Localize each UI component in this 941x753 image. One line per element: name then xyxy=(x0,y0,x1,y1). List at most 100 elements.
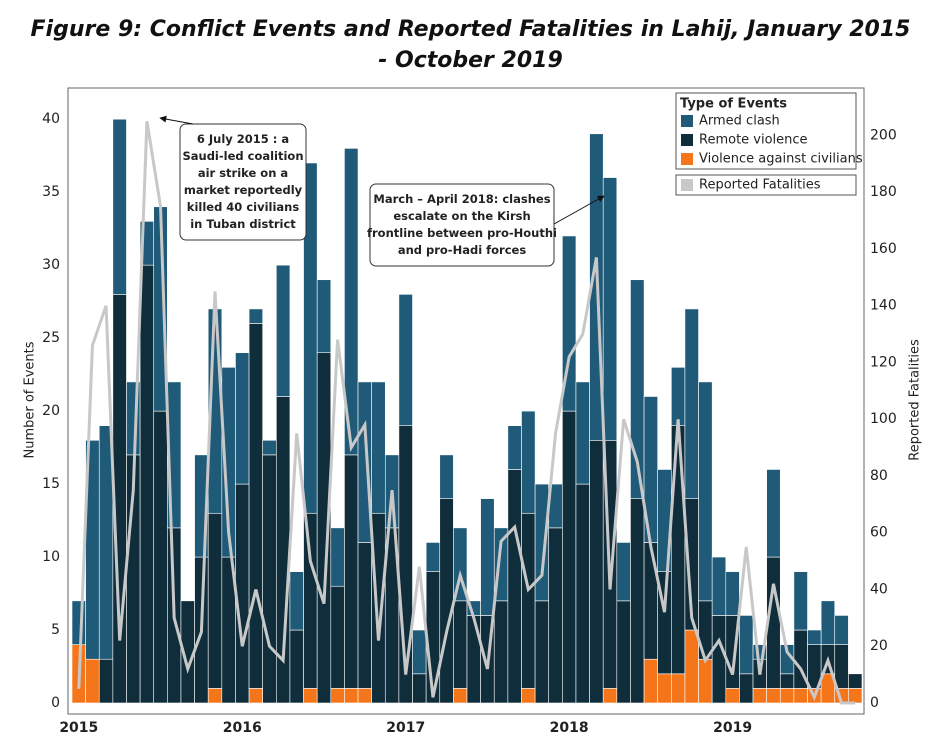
legend-label: Remote violence xyxy=(699,133,808,148)
bar-segment xyxy=(344,688,359,704)
bar-segment xyxy=(575,483,590,704)
y2-tick-label: 180 xyxy=(870,184,897,200)
bar-segment xyxy=(521,688,536,704)
bar-segment xyxy=(262,454,277,704)
legend-label: Armed clash xyxy=(699,114,780,129)
bar-segment xyxy=(439,454,454,499)
bar-segment xyxy=(207,688,223,704)
y-tick-label: 0 xyxy=(51,695,60,711)
bar-segment xyxy=(766,688,781,704)
annotation-text: frontline between pro-Houthi xyxy=(367,226,557,240)
bar-segment xyxy=(534,600,550,704)
x-tick-label: 2016 xyxy=(223,720,262,736)
bar-segment xyxy=(575,381,590,485)
bar-segment xyxy=(766,469,781,558)
bar-segment xyxy=(711,556,727,616)
bar-segment xyxy=(630,279,645,499)
annotation-box xyxy=(369,183,555,267)
bar-segment xyxy=(698,658,713,704)
y-tick-label: 15 xyxy=(42,476,60,492)
y2-axis-label: Reported Fatalities xyxy=(908,339,923,461)
legend-swatch xyxy=(681,153,693,165)
bar-segment xyxy=(248,308,263,324)
y2-tick-label: 100 xyxy=(870,411,897,427)
bar-segment xyxy=(248,688,263,704)
legend-label: Reported Fatalities xyxy=(699,178,821,193)
y-tick-label: 10 xyxy=(42,549,60,565)
legend-label: Violence against civilians xyxy=(699,152,863,167)
bar-segment xyxy=(303,512,318,689)
bar-segment xyxy=(616,542,631,602)
bar-segment xyxy=(752,688,767,704)
legend-swatch xyxy=(681,115,693,127)
bar-segment xyxy=(698,600,713,660)
bar-segment xyxy=(562,235,577,412)
bar-segment xyxy=(330,688,345,704)
y-tick-label: 35 xyxy=(42,184,60,200)
annotation-box xyxy=(179,123,307,241)
plot-frame xyxy=(67,87,865,715)
bar-segment xyxy=(357,688,372,704)
bar-segment xyxy=(289,629,304,704)
bar-segment xyxy=(412,629,427,675)
annotation-text: air strike on a xyxy=(198,166,288,180)
annotation-text: 6 July 2015 : a xyxy=(197,132,289,146)
annotation-arrow xyxy=(159,115,194,125)
y-tick-label: 40 xyxy=(42,111,60,127)
y2-tick-label: 160 xyxy=(870,241,897,257)
bar-segment xyxy=(548,527,563,704)
bar-segment xyxy=(153,410,168,704)
bar-segment xyxy=(602,177,618,441)
bar-segment xyxy=(398,294,413,426)
bar-segment xyxy=(425,542,441,572)
y2-tick-label: 200 xyxy=(870,127,897,143)
bar-segment xyxy=(711,615,727,704)
y2-tick-label: 40 xyxy=(870,581,888,597)
annotation-text: Saudi-led coalition xyxy=(182,149,303,163)
bar-segment xyxy=(453,688,468,704)
bar-segment xyxy=(85,658,100,704)
bar-segment xyxy=(848,673,863,689)
bar-segment xyxy=(739,615,754,675)
bar-segment xyxy=(807,629,822,645)
bar-segment xyxy=(521,410,536,514)
y-tick-label: 20 xyxy=(42,403,60,419)
bar-segment xyxy=(439,498,454,704)
bar-segment xyxy=(534,483,550,602)
bar-segment xyxy=(643,542,658,660)
bar-segment xyxy=(112,118,127,295)
bar-segment xyxy=(330,527,345,587)
y2-tick-label: 120 xyxy=(870,354,897,370)
bar-segment xyxy=(262,439,277,456)
bar-segment xyxy=(848,688,863,704)
annotation-text: in Tuban district xyxy=(190,217,296,231)
bar-segment xyxy=(289,571,304,631)
x-tick-label: 2019 xyxy=(713,720,752,736)
bar-segment xyxy=(684,629,699,704)
y-axis-label: Number of Events xyxy=(23,341,38,458)
bar-segment xyxy=(71,600,86,645)
bar-segment xyxy=(207,512,223,689)
bar-segment xyxy=(98,658,114,704)
bar-segment xyxy=(602,688,618,704)
bar-segment xyxy=(739,673,754,704)
bar-segment xyxy=(793,688,808,704)
bar-segment xyxy=(235,483,250,704)
legend-swatch xyxy=(681,179,693,191)
legend-box xyxy=(675,92,857,170)
bar-segment xyxy=(671,425,686,675)
bar-segment xyxy=(493,600,509,704)
bar-segment xyxy=(316,279,332,354)
bar-segment xyxy=(139,264,155,704)
bar-segment xyxy=(834,644,849,689)
fatalities-line xyxy=(77,120,856,705)
y2-tick-label: 0 xyxy=(870,695,879,711)
bar-segment xyxy=(657,673,672,704)
bar-segment xyxy=(521,512,536,689)
y-tick-label: 30 xyxy=(42,257,60,273)
annotation-text: market reportedly xyxy=(184,183,303,197)
bar-segment xyxy=(344,454,359,689)
bar-segment xyxy=(820,600,836,645)
bar-segment xyxy=(725,571,740,616)
